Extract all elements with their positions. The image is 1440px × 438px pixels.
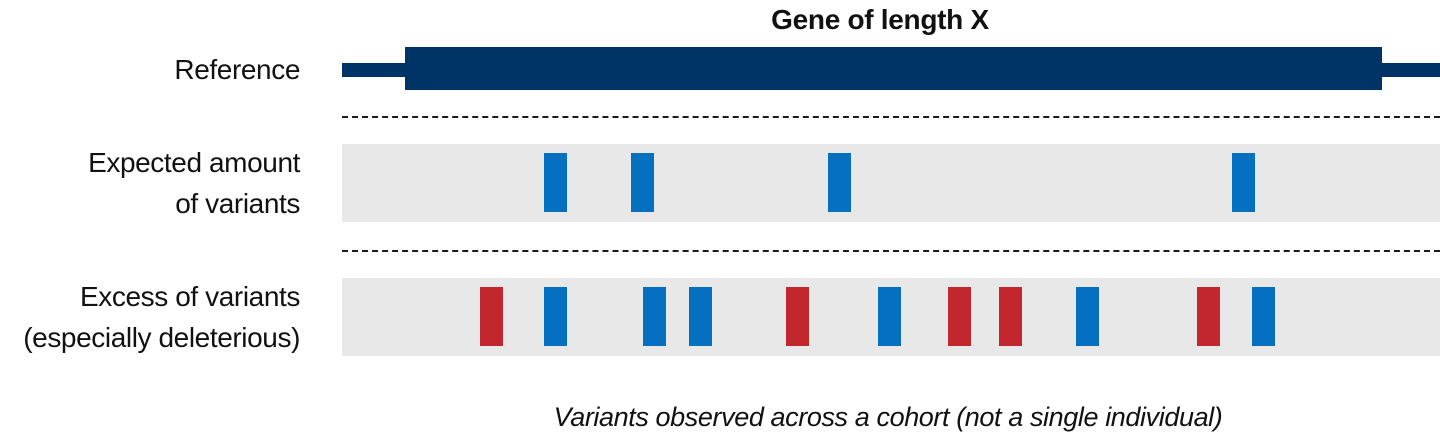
expected-label-line-1: Expected amount	[88, 147, 300, 178]
expected-variants-track	[342, 144, 1440, 222]
excess-benign-variant-2	[544, 287, 567, 346]
excess-variants-track	[342, 278, 1440, 356]
expected-benign-variant-3	[828, 153, 851, 212]
excess-deleterious-variant-8	[999, 287, 1022, 346]
excess-benign-variant-3	[643, 287, 666, 346]
excess-benign-variant-6	[878, 287, 901, 346]
expected-benign-variant-4	[1232, 153, 1255, 212]
separator-1	[342, 116, 1440, 118]
excess-label-line-2: (especially deleterious)	[23, 322, 300, 353]
excess-deleterious-variant-5	[786, 287, 809, 346]
reference-gene-body	[405, 47, 1382, 90]
expected-benign-variant-2	[631, 153, 654, 212]
caption: Variants observed across a cohort (not a…	[553, 402, 1223, 432]
separator-2	[342, 250, 1440, 252]
excess-label-line-1: Excess of variants	[80, 281, 300, 312]
expected-benign-variant-1	[544, 153, 567, 212]
excess-benign-variant-9	[1076, 287, 1099, 346]
excess-benign-variant-11	[1252, 287, 1275, 346]
expected-label-line-2: of variants	[175, 188, 300, 219]
excess-benign-variant-4	[689, 287, 712, 346]
gene-title: Gene of length X	[771, 4, 989, 35]
reference-label: Reference	[174, 54, 300, 85]
excess-deleterious-variant-10	[1197, 287, 1220, 346]
excess-deleterious-variant-1	[480, 287, 503, 346]
excess-deleterious-variant-7	[948, 287, 971, 346]
